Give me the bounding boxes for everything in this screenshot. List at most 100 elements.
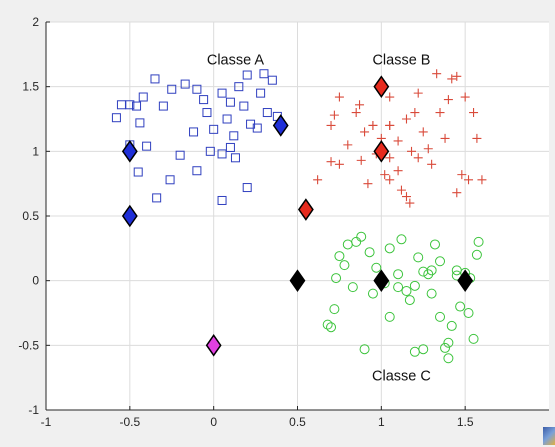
corner-widget-icon bbox=[543, 427, 555, 445]
circle-point bbox=[356, 231, 367, 242]
plus-point bbox=[343, 140, 353, 150]
square-point bbox=[217, 149, 227, 159]
plus-point bbox=[385, 175, 395, 185]
plus-point bbox=[407, 146, 417, 156]
circle-point bbox=[443, 337, 454, 348]
circle-point bbox=[339, 260, 350, 271]
x-tick-label: 1.5 bbox=[457, 415, 474, 429]
square-point bbox=[202, 108, 212, 118]
x-tick-label: 0.5 bbox=[289, 415, 306, 429]
square-point bbox=[175, 150, 185, 160]
circle-point bbox=[326, 322, 337, 333]
square-point bbox=[256, 88, 266, 98]
square-point bbox=[205, 146, 215, 156]
class-label: Classe B bbox=[372, 53, 430, 69]
plus-point bbox=[356, 155, 366, 165]
plus-point bbox=[363, 179, 373, 189]
plus-point bbox=[464, 175, 474, 185]
square-point bbox=[217, 195, 227, 205]
square-point bbox=[199, 95, 209, 105]
square-point bbox=[150, 74, 160, 84]
square-point bbox=[142, 141, 152, 151]
diamond-point bbox=[121, 140, 138, 163]
diamond-point bbox=[289, 269, 306, 292]
circle-point bbox=[426, 265, 437, 276]
square-point bbox=[225, 142, 235, 152]
square-point bbox=[267, 75, 277, 85]
plus-point bbox=[435, 108, 445, 118]
plus-point bbox=[440, 133, 450, 143]
circle-point bbox=[364, 247, 375, 258]
circle-point bbox=[351, 236, 362, 247]
x-tick-label: 0 bbox=[210, 415, 217, 429]
x-tick-label: -1 bbox=[41, 415, 52, 429]
circle-point bbox=[393, 269, 404, 280]
x-tick-label: -0.5 bbox=[119, 415, 140, 429]
plus-point bbox=[360, 127, 370, 137]
circle-point bbox=[473, 236, 484, 247]
square-point bbox=[192, 166, 202, 176]
square-point bbox=[225, 97, 235, 107]
diamond-point bbox=[373, 75, 390, 98]
plus-point bbox=[410, 108, 420, 118]
plus-point bbox=[405, 198, 415, 208]
circle-point bbox=[359, 344, 370, 355]
plus-point bbox=[313, 175, 323, 185]
circle-point bbox=[409, 280, 420, 291]
circle-point bbox=[384, 311, 395, 322]
plus-point bbox=[380, 170, 390, 180]
plus-point bbox=[334, 159, 344, 169]
circle-point bbox=[440, 342, 451, 353]
circle-point bbox=[404, 295, 415, 306]
plus-point bbox=[401, 192, 411, 202]
square-point bbox=[230, 153, 240, 163]
y-tick-label: -1 bbox=[28, 403, 39, 417]
diamond-point bbox=[272, 114, 289, 137]
plus-point bbox=[401, 114, 411, 124]
plus-point bbox=[477, 175, 487, 185]
y-tick-label: 0 bbox=[32, 274, 39, 288]
square-point bbox=[116, 100, 126, 110]
square-point bbox=[262, 108, 272, 118]
plus-point bbox=[396, 185, 406, 195]
plus-point bbox=[452, 188, 462, 198]
plus-point bbox=[385, 153, 395, 163]
y-tick-label: 0.5 bbox=[22, 209, 39, 223]
circle-point bbox=[455, 301, 466, 312]
plus-point bbox=[443, 95, 453, 105]
square-point bbox=[234, 82, 244, 92]
diamond-point bbox=[297, 198, 314, 221]
square-point bbox=[242, 183, 252, 193]
annotations: Classe A Classe B Classe C bbox=[207, 53, 431, 385]
plus-point bbox=[413, 88, 423, 98]
circle-point bbox=[463, 308, 474, 318]
plus-point bbox=[469, 108, 479, 118]
plus-point bbox=[351, 108, 361, 118]
plus-point bbox=[418, 127, 428, 137]
y-tick-label: 2 bbox=[32, 15, 39, 29]
circle-point bbox=[371, 262, 382, 273]
square-point bbox=[222, 114, 232, 124]
data-points bbox=[111, 69, 487, 364]
square-point bbox=[165, 175, 175, 185]
square-point bbox=[252, 123, 262, 133]
circle-point bbox=[468, 333, 479, 344]
plus-point bbox=[385, 92, 395, 102]
plus-point bbox=[326, 120, 336, 130]
tick-labels: -1 -0.5 0 0.5 1 1.5 -1 -0.5 0 0.5 1 1.5 2 bbox=[18, 15, 474, 429]
plus-point bbox=[368, 120, 378, 130]
square-point bbox=[242, 70, 252, 80]
plus-point bbox=[427, 159, 437, 169]
plus-point bbox=[413, 153, 423, 163]
plus-point bbox=[385, 120, 395, 130]
square-point bbox=[217, 88, 227, 98]
circle-point bbox=[347, 282, 358, 293]
square-point bbox=[209, 124, 219, 134]
square-point bbox=[152, 193, 162, 203]
diamond-point bbox=[205, 334, 222, 357]
circle-point bbox=[384, 243, 395, 254]
plus-point bbox=[447, 74, 457, 84]
circle-point bbox=[429, 239, 440, 250]
circle-point bbox=[393, 282, 404, 293]
circle-point bbox=[435, 256, 446, 267]
